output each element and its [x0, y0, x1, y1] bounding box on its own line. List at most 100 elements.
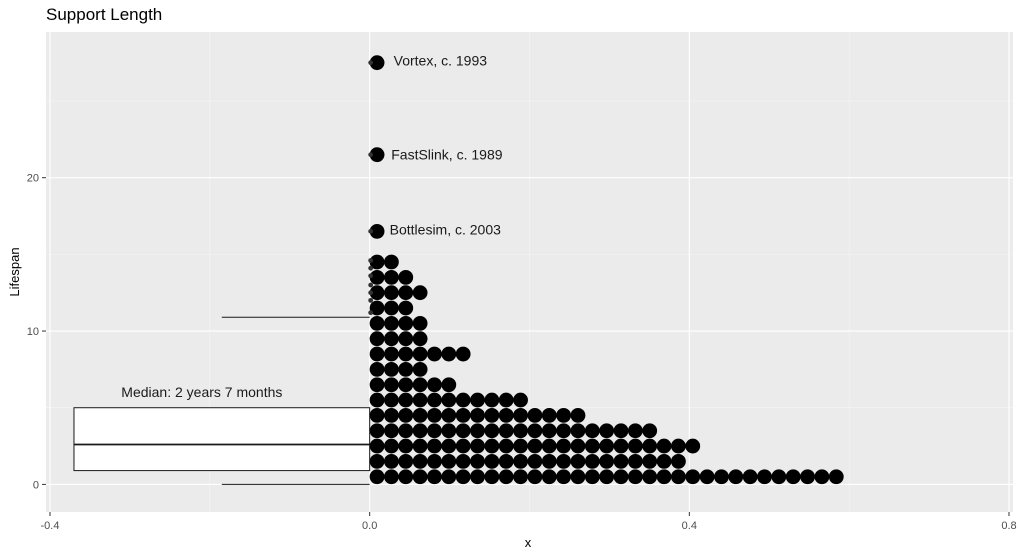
dot	[455, 453, 471, 469]
dot	[584, 438, 600, 454]
dot	[369, 285, 385, 301]
dot	[656, 469, 672, 485]
dot	[369, 254, 385, 270]
dot	[369, 392, 385, 408]
dot	[699, 469, 715, 485]
dot	[398, 392, 414, 408]
dot	[369, 469, 385, 485]
dot	[613, 423, 629, 439]
dot	[412, 423, 428, 439]
dot	[398, 269, 414, 285]
dot	[369, 147, 385, 163]
dot	[671, 453, 686, 469]
dot	[470, 392, 485, 408]
dot	[427, 423, 442, 439]
dot	[642, 469, 658, 485]
x-axis: -0.4 0.0 0.4 0.8	[41, 512, 1017, 532]
y-axis-title: Lifespan	[7, 247, 22, 296]
dot	[384, 269, 399, 285]
dot	[427, 438, 442, 454]
dot	[484, 423, 500, 439]
dot	[369, 269, 385, 285]
dot	[513, 453, 528, 469]
dot	[455, 392, 471, 408]
dot	[484, 407, 500, 423]
dot	[541, 469, 557, 485]
dot	[541, 423, 557, 439]
y-tick-label: 0	[33, 479, 39, 491]
dot	[814, 469, 830, 485]
point	[368, 310, 374, 316]
dot	[599, 423, 615, 439]
dot	[584, 469, 600, 485]
dot	[714, 469, 729, 485]
dot	[412, 392, 428, 408]
dot	[470, 469, 485, 485]
dot	[412, 377, 428, 393]
dot	[427, 453, 442, 469]
dot	[384, 469, 399, 485]
dot	[627, 453, 643, 469]
dot	[570, 453, 586, 469]
dot	[398, 423, 414, 439]
dot	[369, 331, 385, 347]
dot	[541, 407, 557, 423]
dot	[369, 377, 385, 393]
dot	[441, 469, 457, 485]
dot	[427, 469, 442, 485]
dot	[384, 377, 399, 393]
dot	[656, 438, 672, 454]
dot	[384, 346, 399, 362]
dot	[671, 469, 686, 485]
dot	[384, 438, 399, 454]
x-tick-label: -0.4	[41, 520, 60, 532]
dot	[771, 469, 787, 485]
annotations: Median: 2 years 7 months Bottlesim, c. 20…	[121, 53, 502, 400]
dot	[498, 423, 514, 439]
annotation-label: Median: 2 years 7 months	[121, 384, 282, 400]
dot	[455, 438, 471, 454]
dot	[427, 392, 442, 408]
dot	[498, 438, 514, 454]
y-tick-label: 10	[27, 326, 39, 338]
dot	[484, 438, 500, 454]
dot	[384, 300, 399, 316]
dot	[599, 469, 615, 485]
dot	[412, 331, 428, 347]
dot	[800, 469, 815, 485]
dot	[627, 423, 643, 439]
dot	[369, 346, 385, 362]
dot	[398, 438, 414, 454]
dot	[455, 346, 471, 362]
dot	[599, 453, 615, 469]
dot	[369, 407, 385, 423]
dot	[556, 453, 572, 469]
x-tick-label: 0.4	[682, 520, 697, 532]
dot	[556, 438, 572, 454]
dot	[398, 361, 414, 377]
dot	[455, 407, 471, 423]
dot	[427, 407, 442, 423]
boxplot	[73, 316, 371, 485]
dot	[527, 438, 543, 454]
dot	[384, 423, 399, 439]
dot	[627, 469, 643, 485]
dot	[384, 285, 399, 301]
small-points	[368, 60, 374, 316]
dot	[570, 423, 586, 439]
dot	[441, 407, 457, 423]
dot	[369, 223, 385, 239]
dot	[671, 438, 686, 454]
dot	[584, 423, 600, 439]
dot	[455, 423, 471, 439]
dot	[470, 453, 485, 469]
dot	[398, 315, 414, 331]
dot	[441, 423, 457, 439]
dot	[599, 438, 615, 454]
dot	[556, 407, 572, 423]
dot	[441, 392, 457, 408]
x-tick-label: 0.8	[1001, 520, 1016, 532]
dot	[613, 438, 629, 454]
dot	[470, 438, 485, 454]
